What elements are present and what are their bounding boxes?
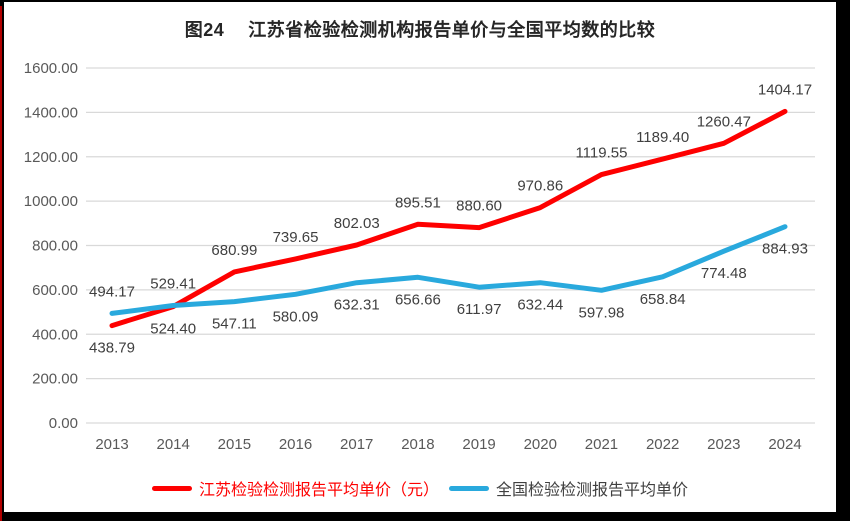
data-label-jiangsu: 739.65 — [273, 229, 319, 246]
data-label-jiangsu: 895.51 — [395, 194, 441, 211]
y-axis-tick-label: 800.00 — [32, 238, 78, 255]
y-axis-tick-label: 1200.00 — [24, 149, 78, 166]
data-label-national: 774.48 — [701, 265, 747, 282]
legend-line-swatch-jiangsu — [151, 485, 192, 491]
line-chart: 0.00 200.00 400.00 600.00 800.00 1000.00 1200.… — [24, 60, 815, 453]
data-label-national: 632.44 — [517, 297, 563, 314]
data-label-jiangsu: 1404.17 — [758, 81, 812, 98]
y-axis-tick-label: 1000.00 — [24, 193, 78, 210]
x-axis-tick-label: 2016 — [279, 436, 312, 453]
x-axis-tick-label: 2020 — [524, 436, 557, 453]
data-label-jiangsu: 438.79 — [89, 340, 135, 357]
data-label-jiangsu: 524.40 — [150, 321, 196, 338]
legend-item-jiangsu: 江苏检验检测报告平均单价（元） — [151, 476, 439, 500]
x-axis-tick-label: 2015 — [218, 436, 251, 453]
chart-title-text: 江苏省检验检测机构报告单价与全国平均数的比较 — [248, 20, 656, 40]
x-axis-tick-label: 2014 — [156, 436, 189, 453]
legend-label-jiangsu: 江苏检验检测报告平均单价（元） — [198, 482, 439, 499]
data-label-jiangsu: 880.60 — [456, 198, 502, 215]
x-axis-tick-label: 2018 — [401, 436, 434, 453]
data-label-national: 580.09 — [273, 308, 319, 325]
x-axis-tick-label: 2013 — [95, 436, 128, 453]
data-label-national: 547.11 — [212, 316, 257, 333]
x-axis-tick-label: 2023 — [707, 436, 740, 453]
legend-line-swatch-national — [449, 485, 489, 491]
data-label-jiangsu: 1119.55 — [575, 145, 627, 162]
series-line-national — [109, 224, 788, 316]
x-axis-tick-label: 2022 — [646, 436, 679, 453]
data-label-national: 597.98 — [579, 304, 625, 321]
legend-item-national: 全国检验检测报告平均单价 — [449, 476, 688, 500]
y-axis-tick-label: 0.00 — [49, 415, 78, 432]
x-axis-tick-label: 2024 — [768, 436, 801, 453]
data-label-national: 656.66 — [395, 291, 441, 308]
y-axis-tick-label: 200.00 — [32, 371, 78, 388]
series-line-jiangsu — [109, 108, 788, 329]
legend-label-national: 全国检验检测报告平均单价 — [496, 482, 689, 499]
left-edge-stripe — [0, 6, 2, 521]
data-label-national: 884.93 — [762, 241, 808, 258]
x-axis-tick-label: 2019 — [462, 436, 495, 453]
data-label-jiangsu: 1260.47 — [697, 113, 751, 130]
data-label-jiangsu: 970.86 — [517, 178, 563, 195]
chart-title: 图24 江苏省检验检测机构报告单价与全国平均数的比较 — [4, 16, 836, 42]
y-axis-tick-label: 600.00 — [32, 282, 78, 299]
data-label-national: 632.31 — [334, 297, 380, 314]
x-axis-tick-label: 2021 — [585, 436, 618, 453]
data-label-jiangsu: 680.99 — [211, 242, 257, 259]
x-axis-tick-label: 2017 — [340, 436, 373, 453]
data-label-national: 611.97 — [457, 301, 502, 318]
y-axis-tick-label: 1600.00 — [24, 60, 78, 77]
y-axis-tick-label: 1400.00 — [24, 104, 78, 121]
data-label-jiangsu: 1189.40 — [636, 129, 689, 146]
chart-card: 0.00 200.00 400.00 600.00 800.00 1000.00 1200.… — [4, 2, 836, 512]
data-label-jiangsu: 802.03 — [334, 215, 380, 232]
chart-legend: 江苏检验检测报告平均单价（元） 全国检验检测报告平均单价 — [4, 476, 836, 500]
chart-title-number: 图24 — [184, 20, 225, 40]
data-label-national: 658.84 — [640, 291, 686, 308]
data-label-national: 529.41 — [150, 276, 196, 293]
data-label-national: 494.17 — [89, 283, 135, 300]
y-axis-tick-label: 400.00 — [32, 326, 78, 343]
